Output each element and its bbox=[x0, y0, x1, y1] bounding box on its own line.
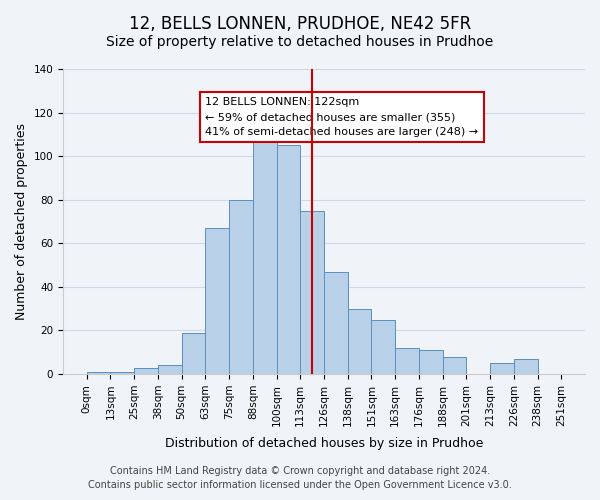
Bar bbox=[514, 359, 538, 374]
Bar bbox=[110, 372, 134, 374]
Bar bbox=[490, 363, 514, 374]
Bar bbox=[182, 332, 205, 374]
Text: 12 BELLS LONNEN: 122sqm
← 59% of detached houses are smaller (355)
41% of semi-d: 12 BELLS LONNEN: 122sqm ← 59% of detache… bbox=[205, 98, 479, 137]
Text: 12, BELLS LONNEN, PRUDHOE, NE42 5FR: 12, BELLS LONNEN, PRUDHOE, NE42 5FR bbox=[129, 15, 471, 33]
Bar bbox=[205, 228, 229, 374]
Y-axis label: Number of detached properties: Number of detached properties bbox=[15, 123, 28, 320]
Bar bbox=[324, 272, 348, 374]
Bar bbox=[134, 368, 158, 374]
X-axis label: Distribution of detached houses by size in Prudhoe: Distribution of detached houses by size … bbox=[165, 437, 483, 450]
Bar bbox=[87, 372, 110, 374]
Bar bbox=[300, 210, 324, 374]
Text: Size of property relative to detached houses in Prudhoe: Size of property relative to detached ho… bbox=[106, 35, 494, 49]
Bar bbox=[443, 356, 466, 374]
Bar bbox=[371, 320, 395, 374]
Bar bbox=[395, 348, 419, 374]
Text: Contains HM Land Registry data © Crown copyright and database right 2024.
Contai: Contains HM Land Registry data © Crown c… bbox=[88, 466, 512, 490]
Bar bbox=[348, 308, 371, 374]
Bar bbox=[253, 134, 277, 374]
Bar bbox=[419, 350, 443, 374]
Bar bbox=[229, 200, 253, 374]
Bar bbox=[158, 366, 182, 374]
Bar bbox=[277, 146, 300, 374]
